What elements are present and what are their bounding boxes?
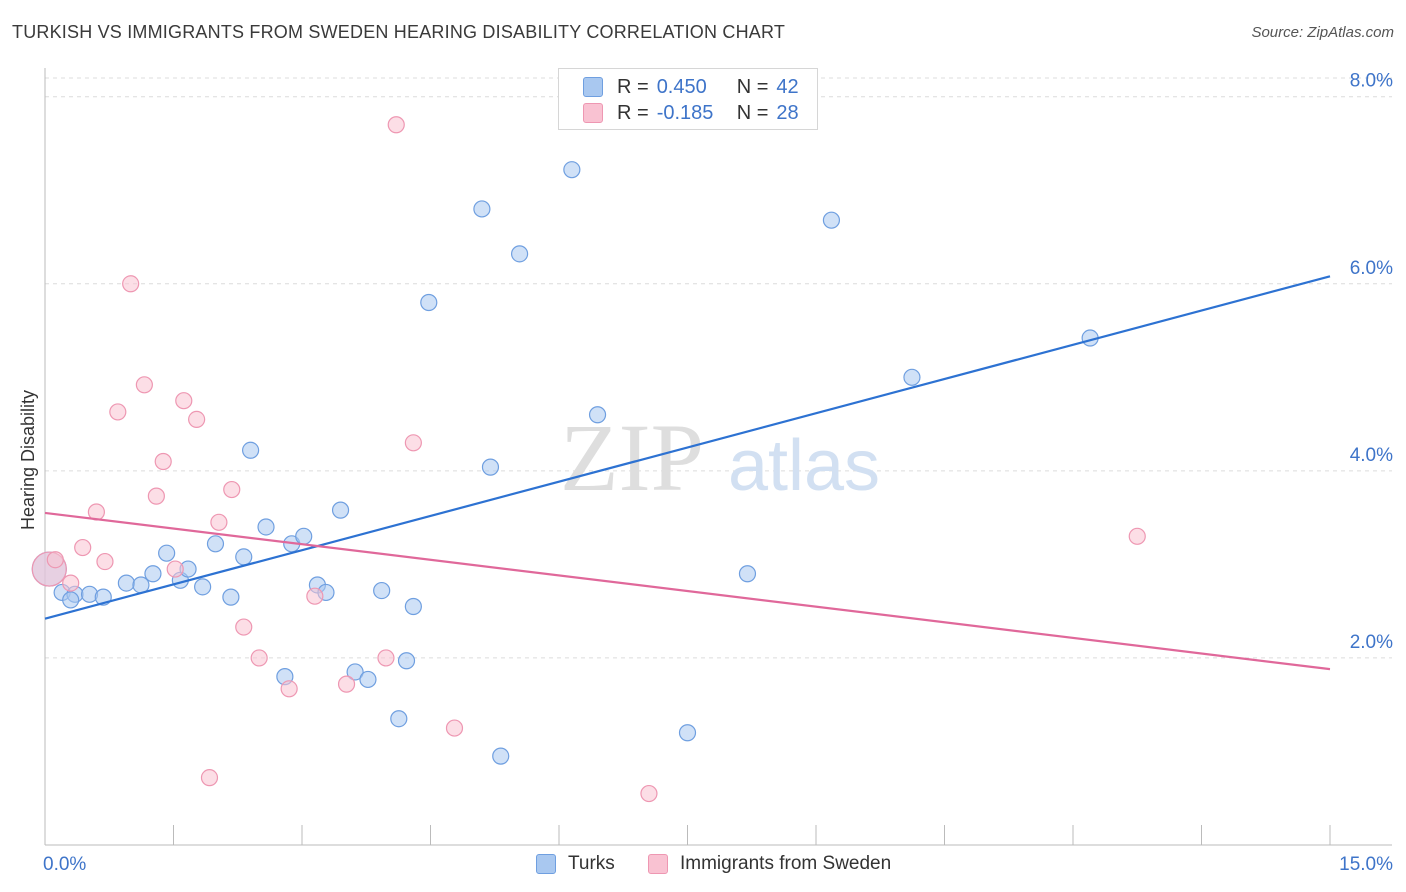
chart-title: TURKISH VS IMMIGRANTS FROM SWEDEN HEARIN… [12, 22, 786, 42]
sweden-point [200, 769, 219, 787]
legend-row-sweden: R = -0.185 N = 28 [583, 100, 799, 126]
sweden-point [377, 649, 395, 667]
sweden-point [223, 480, 241, 499]
sweden-point [122, 275, 140, 293]
turks-point [397, 652, 416, 670]
turks-point [117, 574, 135, 592]
turks-point [144, 565, 162, 583]
sweden-point [640, 784, 658, 803]
turks-point [678, 724, 697, 742]
trend-lines [44, 275, 1331, 671]
sweden-swatch [583, 103, 603, 123]
turks-point [346, 663, 364, 681]
turks-legend-swatch [536, 854, 556, 874]
sweden-r-value: -0.185 [656, 101, 714, 124]
turks-point [390, 710, 408, 728]
y-tick-label: 6.0% [1350, 258, 1393, 279]
axis-labels: 2.0% 4.0% 6.0% 8.0% 0.0% 15.0% Hearing Disabil… [18, 71, 1393, 875]
sweden-point [235, 618, 253, 636]
sweden-point [109, 403, 127, 421]
source-label: Source: ZipAtlas.com [1251, 24, 1394, 41]
watermark-zip: ZIP [560, 404, 704, 511]
sweden-point [445, 719, 464, 737]
r-label: R = [617, 75, 649, 98]
sweden-point [337, 675, 356, 693]
axes [44, 68, 1392, 846]
y-tick-label: 2.0% [1350, 632, 1393, 653]
x-tick-label-max: 15.0% [1339, 854, 1393, 875]
sweden-point [74, 538, 92, 557]
bottom-legend-sweden: Immigrants from Sweden [648, 851, 891, 877]
turks-point [222, 588, 240, 606]
sweden-point [135, 376, 153, 394]
sweden-point [306, 587, 324, 605]
sweden-point [1128, 527, 1146, 545]
sweden-point [210, 513, 228, 531]
x-tick-label-min: 0.0% [43, 854, 86, 875]
turks-point [588, 406, 607, 424]
turks-point [242, 441, 260, 459]
turks-point [359, 670, 377, 689]
y-tick-label: 8.0% [1350, 71, 1393, 92]
sweden-legend-swatch [648, 854, 668, 874]
grid-lines [45, 77, 1392, 659]
sweden-point [96, 552, 114, 571]
sweden-point [387, 116, 405, 134]
turks-point [903, 368, 921, 386]
turks-point [563, 161, 581, 179]
turks-point [473, 200, 491, 218]
sweden-point [250, 649, 268, 667]
turks-point [331, 501, 350, 519]
sweden-point [62, 574, 80, 592]
n-label: N = [736, 101, 769, 124]
turks-point [373, 581, 391, 600]
turks-point [738, 565, 757, 583]
sweden-trend-line [44, 511, 1331, 671]
turks-legend-label: Turks [568, 853, 615, 874]
watermark-atlas: atlas [728, 426, 880, 506]
sweden-n-value: 28 [776, 101, 799, 124]
turks-point [206, 535, 225, 553]
sweden-point [46, 551, 64, 569]
turks-point [420, 293, 438, 312]
sweden-legend-label: Immigrants from Sweden [680, 853, 892, 874]
turks-point [62, 591, 80, 609]
turks-n-value: 42 [776, 75, 799, 98]
sweden-point [175, 392, 193, 410]
sweden-point [280, 680, 298, 698]
sweden-point [404, 434, 422, 452]
sweden-point [154, 452, 172, 471]
turks-point [822, 211, 841, 229]
turks-point [481, 458, 500, 476]
turks-point [158, 544, 176, 562]
sweden-point [188, 410, 206, 429]
turks-point [257, 518, 275, 536]
sweden-point [166, 560, 184, 578]
legend-row-turks: R = 0.450 N = 42 [583, 74, 799, 100]
sweden-point [147, 487, 165, 505]
turks-point [235, 548, 253, 566]
turks-point [295, 527, 313, 545]
turks-trend-line [44, 275, 1331, 620]
correlation-legend: R = 0.450 N = 42 R = -0.185 N = 28 [558, 68, 818, 130]
turks-point [404, 597, 422, 616]
turks-point [492, 747, 510, 765]
turks-swatch [583, 77, 603, 97]
y-axis-label: Hearing Disability [18, 390, 38, 530]
n-label: N = [736, 75, 769, 98]
turks-point [510, 245, 529, 263]
r-label: R = [617, 101, 649, 124]
turks-point [194, 578, 212, 596]
turks-r-value: 0.450 [656, 75, 707, 98]
bottom-legend-turks: Turks [536, 851, 615, 877]
y-tick-label: 4.0% [1350, 445, 1393, 466]
